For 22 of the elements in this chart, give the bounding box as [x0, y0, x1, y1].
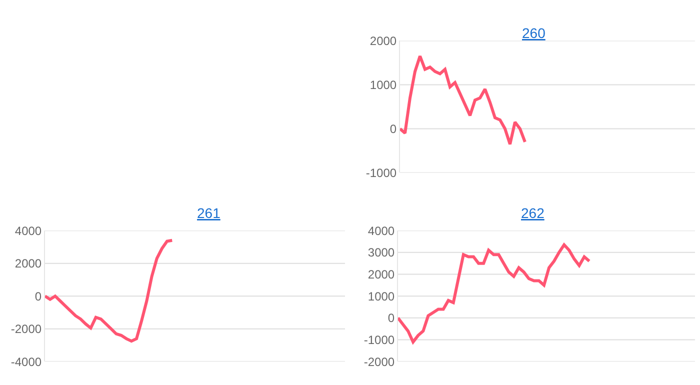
line-series: [45, 238, 174, 343]
y-tick-label: 0: [390, 122, 397, 136]
line-series: [398, 243, 591, 344]
y-tick-label: 2000: [370, 34, 397, 48]
y-tick-label: -2000: [10, 322, 42, 336]
y-tick-label: 1000: [370, 78, 397, 92]
y-tick-label: 1000: [368, 289, 395, 304]
y-tick-label: 2000: [14, 256, 42, 271]
line-series: [400, 54, 526, 146]
chart-title: 262: [521, 205, 545, 221]
y-tick-label: 0: [388, 311, 395, 326]
y-tick-label: 4000: [368, 224, 395, 238]
y-tick-label: -2000: [364, 354, 395, 369]
chart-title: 260: [522, 25, 546, 41]
y-tick-label: 3000: [368, 246, 395, 260]
y-tick-label: 4000: [14, 224, 42, 238]
chart-title: 261: [197, 205, 221, 221]
y-tick-label: -4000: [10, 354, 42, 369]
y-tick-label: -1000: [366, 166, 397, 180]
y-tick-label: 0: [34, 289, 42, 304]
y-tick-label: -1000: [364, 332, 395, 347]
y-tick-label: 2000: [368, 267, 395, 282]
